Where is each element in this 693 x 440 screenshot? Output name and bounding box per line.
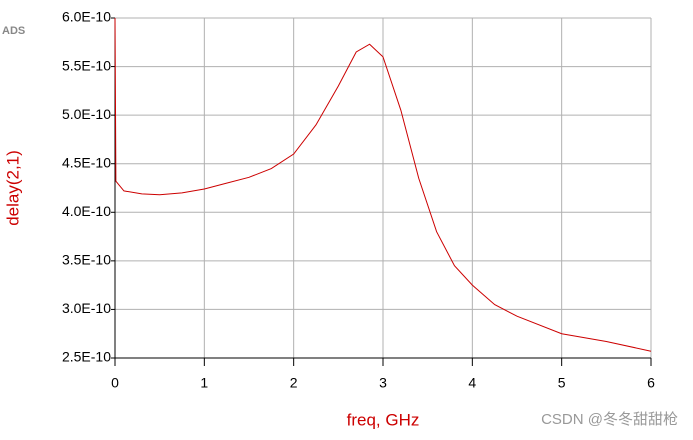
y-tick-label: 4.0E-10 [62, 203, 111, 219]
y-tick-label: 6.0E-10 [62, 9, 111, 25]
x-tick-label: 1 [200, 375, 208, 391]
x-tick-label: 3 [379, 375, 387, 391]
x-tick-label: 0 [111, 375, 119, 391]
x-tick-label: 6 [647, 375, 655, 391]
y-tick-label: 3.5E-10 [62, 252, 111, 268]
y-tick-label: 2.5E-10 [62, 349, 111, 365]
x-axis-label: freq, GHz [347, 410, 420, 429]
x-tick-label: 4 [468, 375, 476, 391]
y-tick-label: 5.5E-10 [62, 57, 111, 73]
y-axis-label: delay(2,1) [3, 150, 22, 226]
x-tick-label: 5 [558, 375, 566, 391]
watermark: CSDN @冬冬甜甜枪 [541, 411, 678, 428]
y-tick-label: 4.5E-10 [62, 154, 111, 170]
x-tick-label: 2 [290, 375, 298, 391]
data-line [114, 17, 652, 352]
app-label: ADS [2, 25, 25, 37]
y-tick-label: 3.0E-10 [62, 300, 111, 316]
y-tick-label: 5.0E-10 [62, 106, 111, 122]
